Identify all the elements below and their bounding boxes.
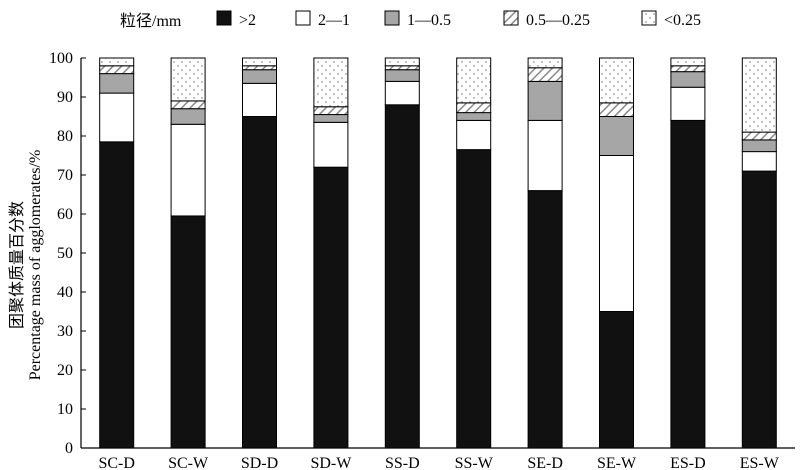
bar-segment-sc-w-s0 xyxy=(170,215,206,449)
x-tick-label: SE-D xyxy=(527,455,563,470)
x-tick-labels: SC-D SC-W SD-D SD-W SS-D SS-W SE-D SE-W ES-D ES-W xyxy=(98,455,779,470)
bar-segment-sd-d-s0 xyxy=(242,116,277,449)
legend-swatch xyxy=(216,10,232,26)
bar-segment-es-d-s0 xyxy=(670,119,706,449)
legend-label: <0.25 xyxy=(664,12,701,29)
bar-segment-es-w-s4 xyxy=(741,57,777,133)
x-tick-label: SD-D xyxy=(241,455,278,470)
bar-segment-ss-d-s2 xyxy=(384,69,420,82)
y-axis-label-en: Percentage mass of agglomerates/% xyxy=(27,150,44,381)
bar-segment-se-d-s3 xyxy=(527,67,563,82)
bar-segment-se-d-s4 xyxy=(527,57,563,69)
bar-segment-sc-d-s2 xyxy=(99,73,135,94)
bars xyxy=(99,57,777,449)
x-tick-label: SS-W xyxy=(455,455,494,470)
y-tick-label: 0 xyxy=(65,440,73,457)
bar-segment-es-w-s0 xyxy=(741,170,777,449)
y-tick-label: 40 xyxy=(57,284,73,301)
bar-segment-es-w-s1 xyxy=(741,151,777,172)
bar-segment-sc-d-s4 xyxy=(99,57,135,67)
legend-swatch xyxy=(295,10,311,26)
y-tick-label: 50 xyxy=(57,245,73,262)
legend-label: >2 xyxy=(239,12,256,29)
bar-segment-se-w-s2 xyxy=(599,116,634,156)
y-tick-label: 100 xyxy=(49,50,73,67)
y-tick-label: 60 xyxy=(57,206,73,223)
bar-segment-sd-d-s3 xyxy=(242,65,277,71)
legend-label: 1—0.5 xyxy=(407,12,451,29)
y-tick-label: 10 xyxy=(57,401,73,418)
legend-title: 粒径/mm xyxy=(120,12,182,30)
bar-segment-ss-d-s4 xyxy=(384,57,420,67)
legend-swatch xyxy=(384,10,400,26)
bar-segment-sd-d-s4 xyxy=(242,57,277,67)
bar-segment-sc-w-s3 xyxy=(170,100,206,110)
legend-swatch xyxy=(641,10,657,26)
legend-label: 2—1 xyxy=(318,12,350,29)
y-tick-label: 80 xyxy=(57,128,73,145)
bar-segment-ss-d-s3 xyxy=(384,65,420,71)
bar-segment-es-w-s2 xyxy=(741,139,777,153)
bar-segment-sc-w-s4 xyxy=(170,57,206,102)
y-tick-label: 20 xyxy=(57,362,73,379)
bar-segment-ss-w-s2 xyxy=(456,112,492,121)
bar-segment-se-d-s1 xyxy=(527,119,563,192)
bar-segment-sc-d-s1 xyxy=(99,92,135,143)
bar-segment-sc-d-s3 xyxy=(99,65,135,75)
x-tick-label: ES-W xyxy=(740,455,780,470)
y-axis-label-cn: 团聚体质量百分数 xyxy=(8,201,26,329)
x-tick-label: SD-W xyxy=(310,455,352,470)
y-tick-label: 90 xyxy=(57,89,73,106)
bar-segment-se-w-s4 xyxy=(599,57,634,104)
x-tick-label: SC-W xyxy=(168,455,209,470)
bar-segment-sd-w-s0 xyxy=(313,166,349,449)
bar-segment-sc-w-s2 xyxy=(170,108,206,125)
bar-segment-ss-d-s1 xyxy=(384,80,420,106)
bar-segment-ss-w-s1 xyxy=(456,119,492,151)
bar-segment-ss-w-s4 xyxy=(456,57,492,104)
bar-segment-sd-w-s2 xyxy=(313,114,349,123)
legend-label: 0.5—0.25 xyxy=(526,12,590,29)
x-tick-label: SE-W xyxy=(597,455,637,470)
bar-segment-ss-w-s3 xyxy=(456,102,492,114)
bar-segment-es-d-s3 xyxy=(670,65,706,73)
x-tick-label: ES-D xyxy=(670,455,706,470)
bar-segment-ss-w-s0 xyxy=(456,149,492,449)
bar-segment-sc-d-s0 xyxy=(99,141,135,449)
y-tick-label: 70 xyxy=(57,167,73,184)
x-tick-label: SC-D xyxy=(98,455,134,470)
y-ticks: 0 10 20 30 40 50 60 70 80 90 100 xyxy=(49,50,86,457)
bar-segment-se-w-s0 xyxy=(599,311,634,449)
bar-segment-es-d-s2 xyxy=(670,71,706,88)
bar-segment-es-d-s1 xyxy=(670,86,706,121)
bar-segment-sd-w-s3 xyxy=(313,106,349,116)
bar-segment-es-w-s3 xyxy=(741,131,777,141)
bar-segment-ss-d-s0 xyxy=(384,104,420,449)
bar-segment-es-d-s4 xyxy=(670,57,706,67)
y-tick-label: 30 xyxy=(57,323,73,340)
bar-segment-sc-w-s1 xyxy=(170,123,206,217)
bar-segment-se-w-s3 xyxy=(599,102,634,117)
bar-segment-se-d-s2 xyxy=(527,80,563,121)
bar-segment-sd-w-s1 xyxy=(313,121,349,168)
bar-segment-sd-d-s2 xyxy=(242,69,277,84)
bar-segment-se-d-s0 xyxy=(527,190,563,449)
bar-segment-se-w-s1 xyxy=(599,155,634,312)
legend-swatch xyxy=(503,10,519,26)
bar-segment-sd-d-s1 xyxy=(242,82,277,117)
bar-segment-sd-w-s4 xyxy=(313,57,349,108)
legend: 粒径/mm >2 2—1 1—0.5 0.5—0.25 <0.25 xyxy=(120,10,701,30)
x-tick-label: SS-D xyxy=(385,455,420,470)
